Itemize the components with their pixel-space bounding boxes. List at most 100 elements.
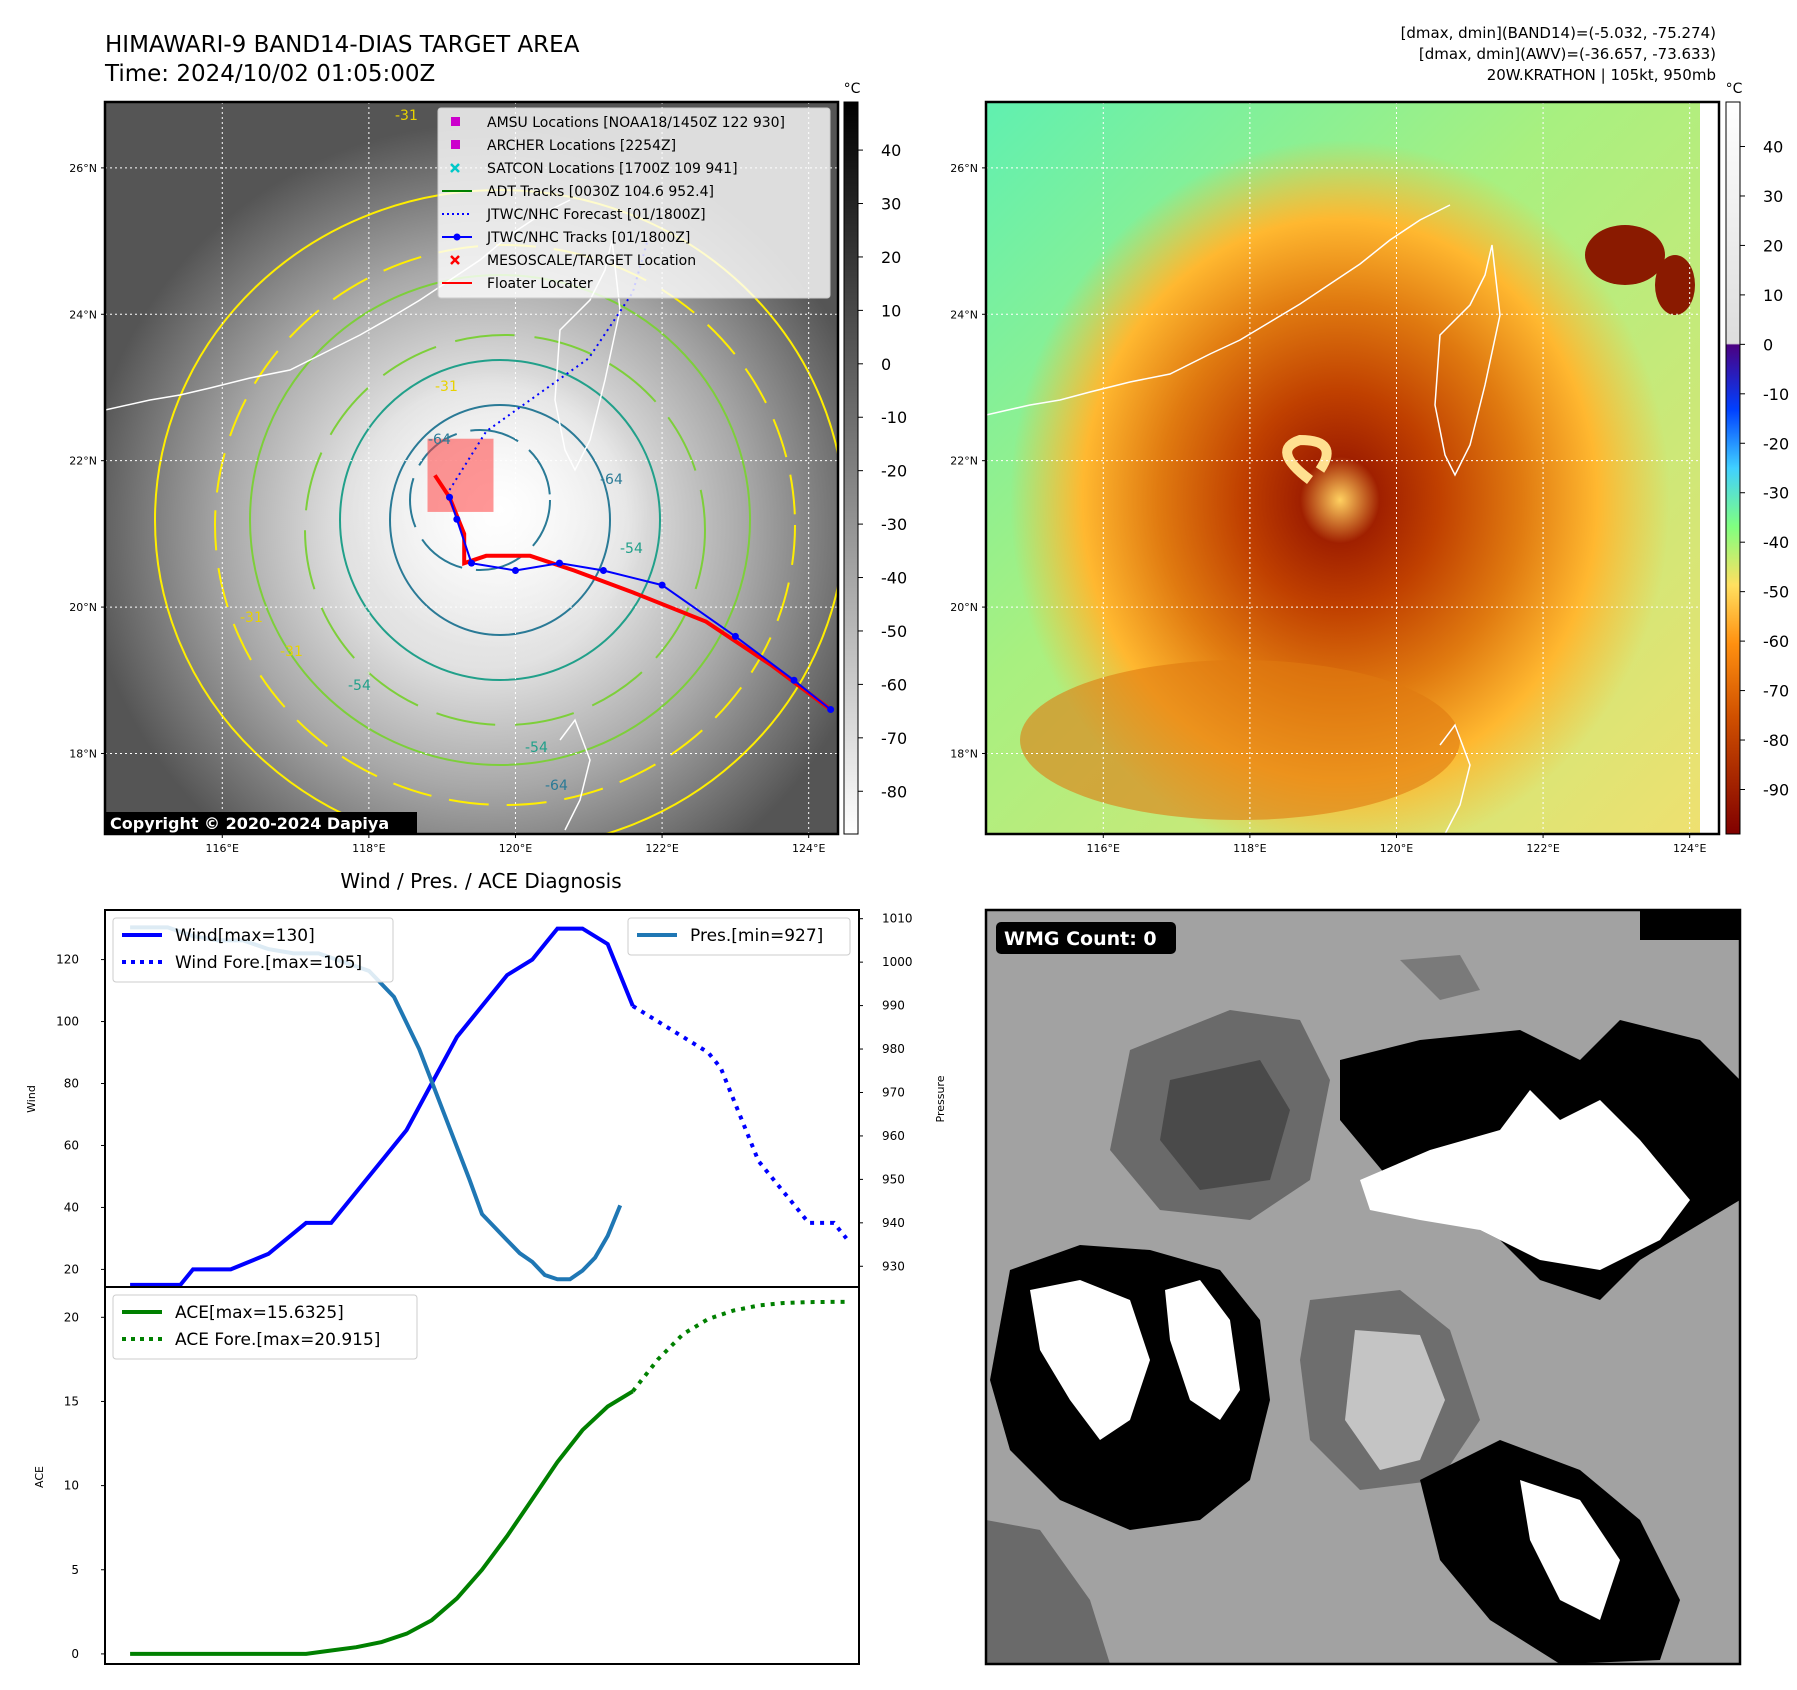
ace-axis-label: ACE — [33, 1466, 46, 1488]
pres-ytick-label: 930 — [882, 1259, 905, 1273]
lat-tick-label: 26°N — [950, 162, 978, 175]
legend-marker — [450, 255, 460, 265]
pres-legend-label: Pres.[min=927] — [690, 926, 823, 946]
contour-label: -54 — [525, 740, 548, 756]
pres-ytick-label: 990 — [882, 999, 905, 1013]
info-storm: 20W.KRATHON | 105kt, 950mb — [1487, 66, 1716, 84]
lon-tick-label: 122°E — [645, 842, 678, 855]
wind-ytick-label: 20 — [64, 1262, 79, 1276]
contour-label: -31 — [435, 379, 458, 395]
colorbar-tick-label: -10 — [1763, 385, 1789, 404]
lat-tick-label: 18°N — [69, 747, 97, 760]
lon-tick-label: 120°E — [499, 842, 532, 855]
legend-label: Floater Locater — [487, 276, 593, 292]
colorbar-tick-label: -70 — [881, 729, 907, 748]
wind-ytick-label: 100 — [56, 1015, 79, 1029]
wind-ytick-label: 40 — [64, 1200, 79, 1214]
colorbar-tick-label: -30 — [881, 515, 907, 534]
colorbar-tick-label: -20 — [881, 462, 907, 481]
figure-title: HIMAWARI-9 BAND14-DIAS TARGET AREA — [105, 32, 580, 58]
colorbar-tick-label: -40 — [1763, 533, 1789, 552]
jtwc-track-point — [827, 706, 835, 714]
jtwc-track-point — [555, 559, 563, 567]
colorbar-tick-label: 40 — [881, 141, 901, 160]
wind-ytick-label: 120 — [56, 953, 79, 967]
contour-label: -64 — [600, 472, 623, 488]
contour-label: -64 — [428, 432, 451, 448]
awv-map-panel: 26°N 24°N 22°N 20°N 18°N 116°E 118°E 120°E 122°E… — [950, 81, 1789, 855]
wmg-count-badge — [996, 922, 1176, 954]
pres-ytick-label: 1010 — [882, 912, 913, 926]
legend-marker-dot — [453, 233, 461, 241]
legend-label: JTWC/NHC Forecast [01/1800Z] — [486, 207, 706, 223]
legend-marker — [451, 117, 460, 126]
colorbar-tick-label: -30 — [1763, 484, 1789, 503]
awv-colorbar — [1725, 101, 1741, 835]
ir-map-frame — [103, 100, 840, 836]
pres-legend: Pres.[min=927] — [627, 917, 851, 956]
series-line-0 — [130, 926, 635, 1287]
ace-legend-box — [112, 1294, 418, 1360]
pres-ytick-label: 940 — [882, 1216, 905, 1230]
lon-tick-label: 122°E — [1526, 842, 1559, 855]
colorbar-tick-label: -50 — [1763, 583, 1789, 602]
series-line-1 — [631, 1004, 848, 1240]
colorbar-tick-label: -50 — [881, 622, 907, 641]
colorbar-tick-label: 10 — [1763, 286, 1783, 305]
colorbar-tick-label: 20 — [1763, 236, 1783, 255]
pres-ytick-label: 950 — [882, 1172, 905, 1186]
awv-rainband — [1020, 660, 1460, 820]
wind-axis-label: Wind — [25, 1085, 38, 1113]
ace-chart: 0 5 10 15 20 ACE ACE[max=15.6325] ACE Fore.[… — [33, 1286, 860, 1665]
jtwc-track-point — [468, 559, 475, 567]
colorbar-tick-label: 40 — [1763, 138, 1783, 157]
legend-marker — [451, 140, 460, 149]
legend-marker — [450, 163, 460, 173]
colorbar-tick-label: -60 — [1763, 632, 1789, 651]
wind-pres-chart: 20 40 60 80 100 120 930 940 950 960 970 980 990 1000… — [25, 909, 947, 1289]
ace-ytick-label: 0 — [71, 1647, 79, 1661]
jtwc-track-point — [731, 632, 739, 640]
colorbar-tick-label: -70 — [1763, 682, 1789, 701]
colorbar-tick-label: 30 — [1763, 187, 1783, 206]
pres-ytick-label: 970 — [882, 1085, 905, 1099]
contour-label: -31 — [240, 610, 263, 626]
colorbar-tick-label: -10 — [881, 408, 907, 427]
awv-nodata — [1700, 102, 1719, 834]
ace-ytick-label: 15 — [64, 1394, 79, 1408]
legend-label: SATCON Locations [1700Z 109 941] — [487, 161, 738, 177]
ace-fore-legend-label: ACE Fore.[max=20.915] — [175, 1330, 380, 1350]
lat-tick-label: 26°N — [69, 162, 97, 175]
lon-tick-label: 116°E — [206, 842, 239, 855]
wmg-frame — [984, 908, 1742, 1666]
lon-tick-label: 116°E — [1087, 842, 1120, 855]
contour-label: -31 — [395, 108, 418, 124]
ir-legend: AMSU Locations [NOAA18/1450Z 122 930] ARC… — [437, 107, 831, 299]
wind-fore-legend-label: Wind Fore.[max=105] — [175, 953, 362, 973]
lat-tick-label: 18°N — [950, 747, 978, 760]
colorbar-tick-label: 20 — [881, 248, 901, 267]
ir-colorbar — [843, 101, 859, 835]
colorbar-tick-label: -20 — [1763, 434, 1789, 453]
target-box — [427, 438, 494, 512]
ir-cold-core — [350, 370, 650, 650]
wind-legend-box — [112, 917, 394, 983]
colorbar-tick-label: -60 — [881, 675, 907, 694]
wind-ytick-label: 60 — [64, 1138, 79, 1152]
info-band14: [dmax, dmin](BAND14)=(-5.032, -75.274) — [1401, 24, 1716, 42]
colorbar-tick-label: -40 — [881, 569, 907, 588]
ir-colorbar-unit: °C — [844, 81, 861, 97]
legend-label: AMSU Locations [NOAA18/1450Z 122 930] — [487, 115, 785, 131]
pres-ytick-label: 960 — [882, 1129, 905, 1143]
awv-eye — [1282, 434, 1332, 484]
legend-label: ARCHER Locations [2254Z] — [487, 138, 676, 154]
copyright-text: Copyright © 2020-2024 Dapiya — [110, 814, 389, 833]
wind-legend-label: Wind[max=130] — [175, 926, 315, 946]
colorbar-tick-label: 10 — [881, 301, 901, 320]
jtwc-track-point — [790, 676, 798, 684]
awv-cold-tops — [1585, 225, 1695, 315]
lon-tick-label: 118°E — [352, 842, 385, 855]
figure-time: Time: 2024/10/02 01:05:00Z — [104, 61, 435, 87]
colorbar-tick-label: -90 — [1763, 780, 1789, 799]
colorbar-tick-label: -80 — [1763, 731, 1789, 750]
